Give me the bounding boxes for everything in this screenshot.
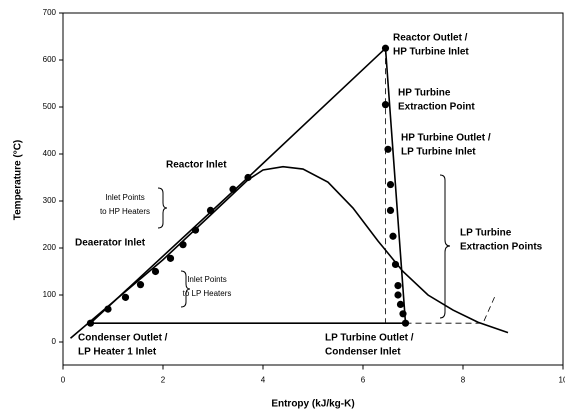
annotation: LP Turbine Inlet [401,147,476,158]
annotation: Condenser Inlet [325,347,401,358]
annotation: HP Turbine Outlet / [401,133,491,144]
annotation: Extraction Point [398,102,475,113]
state-point [206,206,215,214]
state-point [166,254,175,262]
y-tick-label: 100 [43,290,57,299]
state-point [391,260,400,269]
state-point [229,185,237,193]
state-point [151,267,160,276]
x-tick-label: 4 [261,376,266,385]
brace [157,187,168,229]
brace [180,270,191,308]
x-tick-label: 8 [461,376,466,385]
state-point [394,291,402,299]
y-axis-label: Temperature (°C) [13,140,24,221]
annotation: Reactor Inlet [166,160,227,171]
series-line [69,165,509,339]
state-point [389,232,397,240]
annotation: HP Turbine [398,88,451,99]
annotation: Inlet Points [187,275,227,284]
plot-frame [62,12,564,366]
state-point [386,180,395,189]
annotation: to HP Heaters [100,207,150,216]
annotation: Extraction Points [460,242,543,253]
annotation: Deaerator Inlet [75,238,146,249]
state-point [381,101,390,109]
y-tick-label: 400 [43,149,57,158]
x-tick-label: 6 [361,376,366,385]
y-tick-label: 700 [43,8,57,17]
state-point [136,281,145,289]
state-point [86,319,95,327]
state-point [399,310,407,318]
state-point [121,293,130,301]
state-point [396,300,405,308]
y-tick-label: 600 [43,55,57,64]
y-tick-label: 300 [43,196,57,205]
x-tick-label: 2 [161,376,166,385]
annotation: Inlet Points [105,193,145,202]
state-point [394,282,402,290]
y-tick-label: 200 [43,243,57,252]
annotation: HP Turbine Inlet [393,47,469,58]
annotation: Reactor Outlet / [393,33,468,44]
state-point [386,206,395,214]
y-tick-label: 500 [43,102,57,111]
x-tick-label: 10 [559,376,565,385]
annotation: LP Heater 1 Inlet [78,347,157,358]
state-point [179,241,187,249]
annotation: Condenser Outlet / [78,333,168,344]
brace [439,174,451,319]
annotation: LP Turbine Outlet / [325,333,414,344]
annotation: LP Turbine [460,228,512,239]
x-axis-label: Entropy (kJ/kg-K) [271,399,354,410]
x-tick-label: 0 [61,376,66,385]
annotation: to LP Heaters [183,289,232,298]
series-line [405,294,496,324]
state-point [384,145,392,153]
y-tick-label: 0 [52,337,57,346]
